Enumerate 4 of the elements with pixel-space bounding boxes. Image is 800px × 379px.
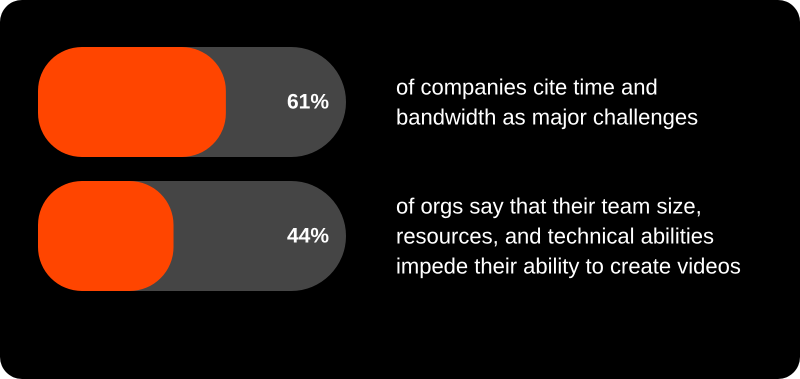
data-label: 61% [286,90,330,114]
y-tick-label: of companies cite time and bandwidth as major challenges [396,74,698,130]
data-label: 44% [286,224,330,248]
y-tick-label: of orgs say that their team size, resources, and technical abilities impede their ability to create videos [396,194,741,278]
